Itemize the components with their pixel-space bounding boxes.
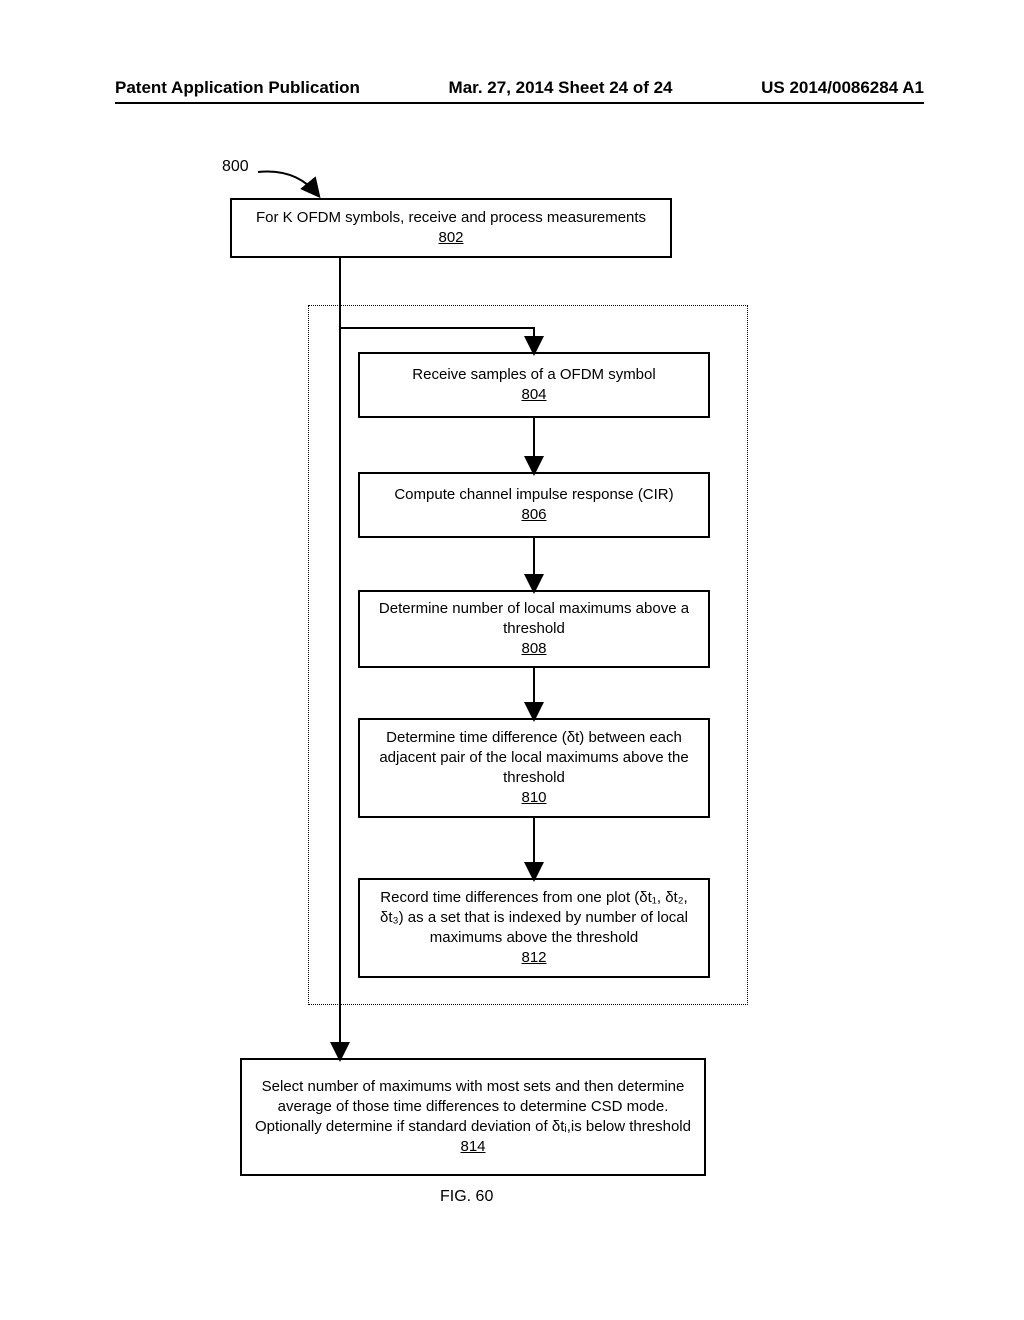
flowchart: 800 For K OFDM symbols, receive and proc… — [0, 0, 1024, 1320]
page: Patent Application Publication Mar. 27, … — [0, 0, 1024, 1320]
flow-arrows — [0, 0, 1024, 1320]
